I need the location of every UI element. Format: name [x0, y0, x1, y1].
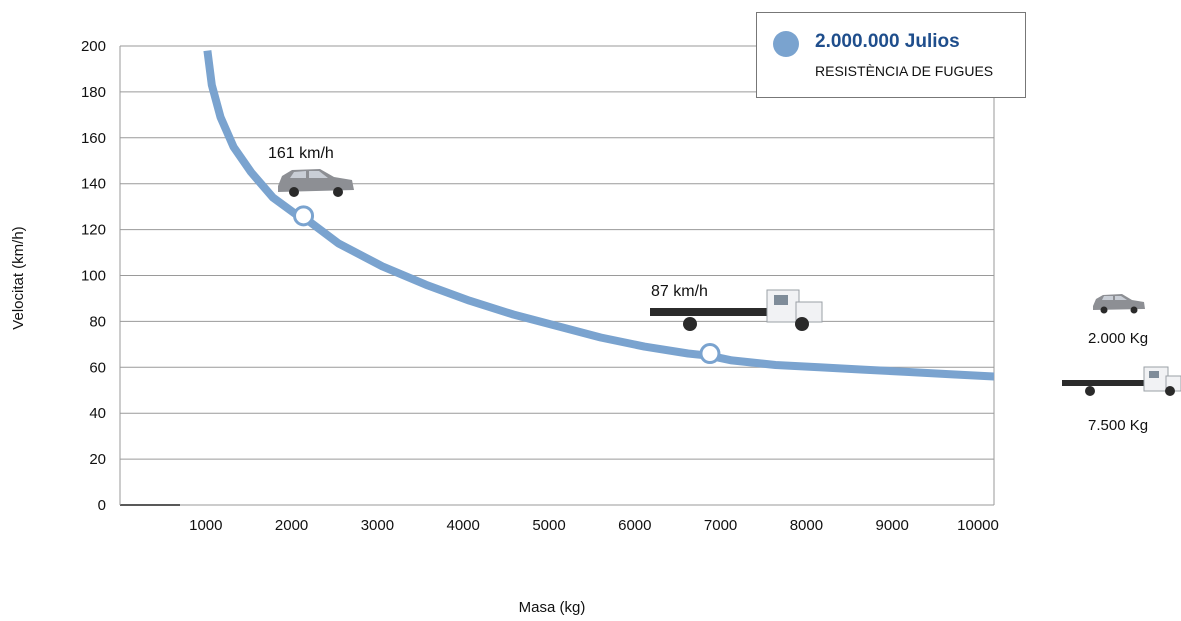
x-tick-label: 2000 — [275, 517, 308, 534]
x-tick-label: 6000 — [618, 517, 651, 534]
suv-car-icon — [1093, 294, 1145, 314]
x-axis-title: Masa (kg) — [519, 599, 586, 616]
annotation-label-car: 161 km/h — [268, 145, 334, 162]
x-tick-label: 5000 — [532, 517, 565, 534]
side-legend-car-label: 2.000 Kg — [1088, 330, 1148, 347]
x-tick-label: 9000 — [876, 517, 909, 534]
legend-subtitle: RESISTÈNCIA DE FUGUES — [815, 63, 994, 79]
y-tick-label: 0 — [98, 497, 106, 514]
series-curve — [203, 50, 995, 381]
gridlines — [119, 45, 995, 506]
data-point-marker — [699, 343, 721, 365]
y-tick-label: 160 — [81, 130, 106, 147]
series-layer — [203, 50, 995, 381]
y-axis-title: Velocitat (km/h) — [10, 226, 27, 329]
x-tick-label: 8000 — [790, 517, 823, 534]
side-legend-truck-label: 7.500 Kg — [1088, 417, 1148, 434]
y-tick-labels: 0 20 40 60 80 100 120 140 160 180 200 — [81, 38, 106, 514]
flatbed-truck-icon — [1062, 366, 1181, 396]
y-tick-label: 20 — [89, 451, 106, 468]
legend-box: 2.000.000 Julios RESISTÈNCIA DE FUGUES — [756, 12, 1026, 98]
annotation-label-truck: 87 km/h — [651, 283, 708, 300]
x-tick-label: 7000 — [704, 517, 737, 534]
y-tick-label: 40 — [89, 405, 106, 422]
y-tick-label: 180 — [81, 84, 106, 101]
side-legend-car: 2.000 Kg — [1088, 294, 1148, 347]
y-tick-label: 200 — [81, 38, 106, 55]
annotation-truck: 87 km/h — [650, 283, 823, 331]
x-tick-label: 4000 — [447, 517, 480, 534]
flatbed-truck-icon — [650, 289, 823, 331]
annotation-car: 161 km/h — [268, 145, 354, 197]
y-tick-label: 120 — [81, 222, 106, 239]
legend-swatch-icon — [773, 31, 799, 57]
suv-car-icon — [278, 169, 354, 197]
x-tick-label: 1000 — [189, 517, 222, 534]
data-point-marker — [293, 205, 315, 227]
legend-title: 2.000.000 Julios — [815, 31, 960, 52]
x-tick-label: 3000 — [361, 517, 394, 534]
x-tick-label: 10000 — [957, 517, 999, 534]
y-tick-label: 140 — [81, 176, 106, 193]
y-tick-label: 80 — [89, 313, 106, 330]
y-tick-label: 100 — [81, 268, 106, 285]
y-tick-label: 60 — [89, 359, 106, 376]
side-legend-truck: 7.500 Kg — [1062, 366, 1181, 434]
x-tick-labels: 1000 2000 3000 4000 5000 6000 7000 8000 9000 1000… — [189, 517, 999, 534]
